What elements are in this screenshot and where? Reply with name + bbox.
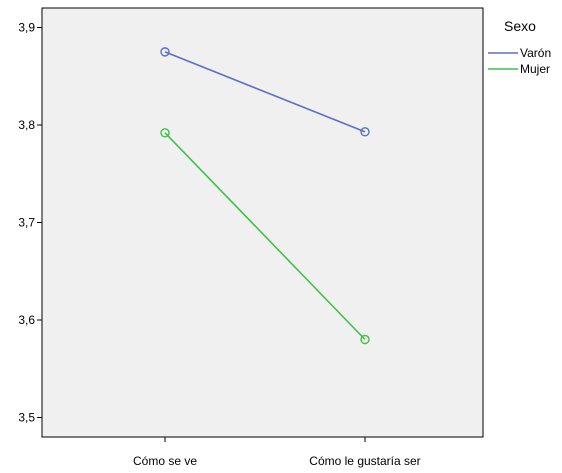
series-layer <box>160 47 370 345</box>
data-point <box>360 127 370 137</box>
legend-label: Mujer <box>520 62 550 76</box>
y-tick-label: 3,9 <box>18 21 35 35</box>
x-tick-label: Cómo se ve <box>133 454 197 468</box>
x-axis: Cómo se ve Cómo le gustaría ser <box>133 437 421 468</box>
y-tick-label: 3,8 <box>18 118 35 132</box>
data-point <box>160 128 170 138</box>
plot-area <box>41 7 484 438</box>
legend: Sexo Varón Mujer <box>488 18 551 76</box>
legend-items: Varón Mujer <box>488 46 551 76</box>
legend-label: Varón <box>520 46 551 60</box>
data-point <box>160 47 170 57</box>
series-line-1 <box>164 132 366 341</box>
data-point <box>360 334 370 345</box>
series-line-0 <box>164 51 366 133</box>
y-tick-label: 3,7 <box>18 216 35 230</box>
y-tick-label: 3,5 <box>18 411 35 425</box>
y-axis: 3,5 3,6 3,7 3,8 3,9 <box>18 21 42 425</box>
y-tick-label: 3,6 <box>18 313 35 327</box>
x-tick-label: Cómo le gustaría ser <box>309 454 420 468</box>
legend-title: Sexo <box>504 18 536 34</box>
